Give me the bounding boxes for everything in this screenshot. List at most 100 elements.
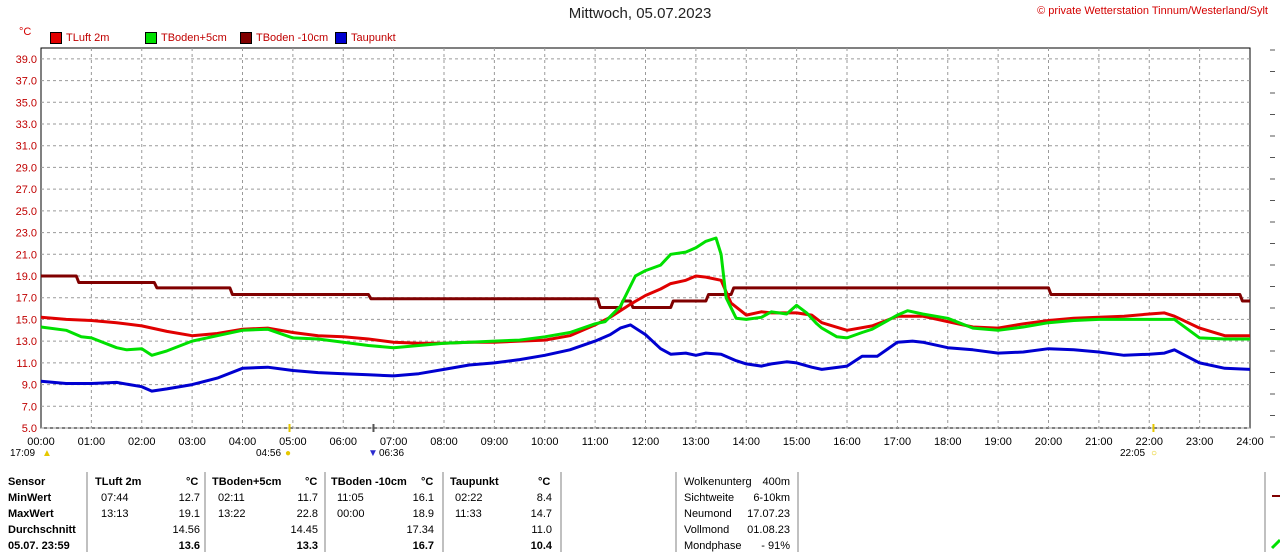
series-line-tluft: [40, 274, 1250, 345]
legend-item-tboden5: TBoden+5cm: [145, 32, 227, 44]
weather-value: 400m: [762, 476, 790, 488]
sun-icon: ▲: [42, 448, 52, 459]
y-tick-label: 23.0: [16, 228, 37, 240]
header-tboden5-unit: °C: [305, 476, 318, 488]
x-tick-label: 01:00: [78, 436, 106, 448]
temperature-chart: 5.0 7.0 9.0 11.0 13.0 15.0 17.0 19.0 21.0 23.0 25.…: [16, 47, 1275, 448]
legend-label-tboden10: TBoden -10cm: [256, 32, 329, 44]
sunrise-icon: ●: [285, 448, 292, 459]
x-tick-label: 15:00: [783, 436, 811, 448]
y-tick-label: 13.0: [16, 336, 37, 348]
weather-value: 6-10km: [753, 492, 790, 504]
legend-swatch-tboden10: [240, 32, 252, 44]
x-tick-label: 21:00: [1085, 436, 1113, 448]
y-tick-label: 11.0: [16, 358, 37, 370]
x-tick-label: 06:00: [329, 436, 357, 448]
weather-value: 01.08.23: [747, 524, 790, 536]
y-tick-label: 33.0: [16, 119, 37, 131]
stats-row-label: MaxWert: [8, 508, 54, 520]
moon-icon: ▼: [368, 448, 378, 459]
sunrise-prev-label: 17:09: [10, 448, 36, 459]
tluft-value: 14.56: [172, 524, 200, 536]
x-tick-label: 14:00: [732, 436, 760, 448]
x-tick-label: 05:00: [279, 436, 307, 448]
y-tick-label: 9.0: [22, 380, 37, 392]
sunset-label: 22:05: [1120, 448, 1146, 459]
weather-label: Mondphase: [684, 540, 742, 552]
tboden10-value: 16.1: [412, 492, 434, 504]
weather-value: - 91%: [761, 540, 790, 552]
y-tick-label: 35.0: [16, 97, 37, 109]
x-tick-label: 07:00: [380, 436, 408, 448]
y-tick-label: 29.0: [16, 162, 37, 174]
y-tick-label: 15.0: [16, 314, 37, 326]
x-tick-label: 22:00: [1135, 436, 1163, 448]
header-tboden5: TBoden+5cm: [212, 476, 282, 488]
x-tick-label: 08:00: [430, 436, 458, 448]
weather-label: Wolkenunterg: [684, 476, 752, 488]
tboden10-value: 16.7: [412, 540, 434, 552]
legend-item-taupunkt: Taupunkt: [335, 32, 396, 44]
y-tick-label: 21.0: [16, 249, 37, 261]
tluft-time: 07:44: [101, 492, 129, 504]
x-tick-label: 20:00: [1035, 436, 1063, 448]
series-line-tboden5: [40, 236, 1250, 357]
tboden5-value: 13.3: [296, 540, 318, 552]
header-taupunkt: Taupunkt: [450, 476, 499, 488]
header-tboden10: TBoden -10cm: [331, 476, 407, 488]
weather-label: Vollmond: [684, 524, 730, 536]
header-tluft-unit: °C: [186, 476, 199, 488]
y-tick-label: 7.0: [22, 401, 37, 413]
side-marker-green: [1270, 538, 1280, 550]
legend-label-taupunkt: Taupunkt: [351, 32, 396, 44]
y-tick-label: 27.0: [16, 184, 37, 196]
header-tboden10-unit: °C: [421, 476, 434, 488]
x-tick-label: 18:00: [934, 436, 962, 448]
tluft-time: 13:13: [101, 508, 129, 520]
x-tick-label: 23:00: [1186, 436, 1214, 448]
copyright-notice: © private Wetterstation Tinnum/Westerlan…: [1037, 5, 1268, 17]
taupunkt-value: 8.4: [536, 492, 552, 504]
moonrise-label: 06:36: [379, 448, 405, 459]
tluft-value: 13.6: [178, 540, 200, 552]
y-tick-label: 31.0: [16, 141, 37, 153]
weather-label: Neumond: [684, 508, 732, 520]
statistics-grid: [86, 472, 1280, 552]
y-tick-label: 19.0: [16, 271, 37, 283]
taupunkt-value: 10.4: [530, 540, 552, 552]
tluft-value: 19.1: [178, 508, 200, 520]
taupunkt-value: 14.7: [530, 508, 552, 520]
y-tick-label: 37.0: [16, 76, 37, 88]
tboden5-value: 11.7: [297, 492, 318, 504]
x-tick-label: 16:00: [833, 436, 861, 448]
x-tick-label: 19:00: [984, 436, 1012, 448]
tboden10-time: 11:05: [337, 492, 364, 504]
legend-item-tluft: TLuft 2m: [50, 32, 109, 44]
tboden5-value: 22.8: [296, 508, 318, 520]
x-tick-label: 24:00: [1236, 436, 1264, 448]
tboden5-time: 02:11: [218, 492, 245, 504]
x-tick-label: 00:00: [27, 436, 55, 448]
y-tick-label: 25.0: [16, 206, 37, 218]
legend-swatch-taupunkt: [335, 32, 347, 44]
taupunkt-value: 11.0: [531, 524, 552, 536]
legend-label-tluft: TLuft 2m: [66, 32, 110, 44]
statistics-table: Sensor TLuft 2m °C TBoden+5cm °C TBoden …: [0, 472, 1280, 552]
weather-label: Sichtweite: [684, 492, 735, 504]
tluft-value: 12.7: [178, 492, 200, 504]
x-tick-label: 11:00: [582, 436, 609, 448]
sunset-icon: ○: [1151, 448, 1158, 459]
tboden5-value: 14.45: [290, 524, 318, 536]
x-tick-label: 09:00: [481, 436, 509, 448]
stats-row-label: MinWert: [8, 492, 52, 504]
y-tick-label: 39.0: [16, 54, 37, 66]
stats-row-label: 05.07. 23:59: [8, 540, 70, 552]
stats-row-label: Durchschnitt: [8, 524, 76, 536]
header-taupunkt-unit: °C: [538, 476, 551, 488]
legend-item-tboden10: TBoden -10cm: [240, 32, 328, 44]
header-tluft: TLuft 2m: [95, 476, 142, 488]
x-tick-label: 17:00: [884, 436, 912, 448]
y-tick-label: 17.0: [16, 293, 37, 305]
tboden10-time: 00:00: [337, 508, 365, 520]
taupunkt-time: 02:22: [455, 492, 483, 504]
